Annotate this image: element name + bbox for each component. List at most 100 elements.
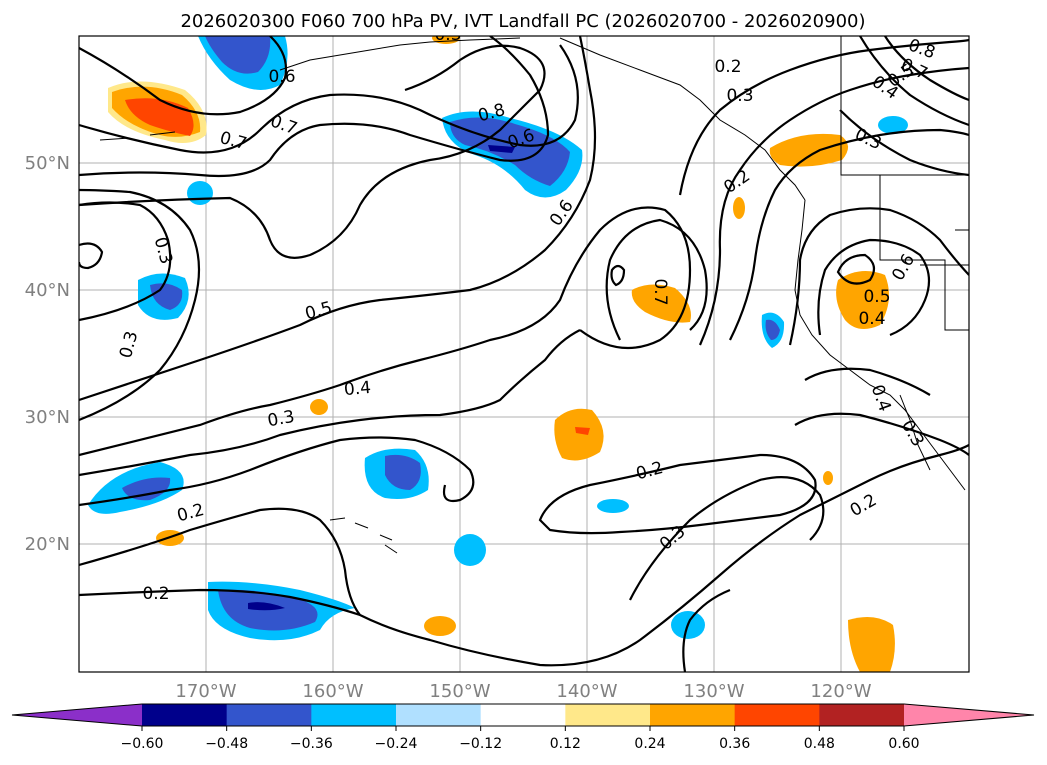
blob-neg [187, 181, 213, 205]
contour-label: 0.4 [858, 309, 885, 329]
contour-label: 0.3 [726, 86, 753, 106]
colorbar-tick-label: −0.24 [375, 736, 418, 752]
blob-neg [385, 454, 421, 490]
colorbar-swatch [565, 704, 651, 726]
blob-neg [488, 145, 515, 153]
coastline-baja [899, 394, 931, 471]
lon-label-130w: 130°W [683, 681, 744, 702]
contour [610, 264, 626, 287]
coastline-alaska-south [279, 37, 521, 71]
contour [788, 207, 969, 346]
contour-labels: 0.6 0.7 0.7 0.8 0.6 0.2 0.3 0.8 0.7 0.4 … [116, 25, 938, 604]
contour [729, 128, 969, 341]
contour [839, 109, 969, 177]
blob-neg [205, 36, 271, 74]
lon-label-170w: 170°W [175, 681, 236, 702]
contour [836, 253, 876, 285]
contour [79, 36, 550, 178]
contour [79, 436, 475, 507]
contour-label: 0.3 [266, 407, 296, 431]
colorbar-tick-label: 0.60 [888, 736, 919, 752]
contour [79, 44, 579, 154]
contour [538, 453, 817, 535]
colorbar-swatch [226, 704, 312, 726]
contour [884, 36, 969, 102]
coastline-hawaii [329, 517, 398, 554]
map-frame [78, 35, 970, 673]
blob-pos [823, 471, 833, 485]
colorbar-swatch [819, 704, 905, 726]
border-canada-us [840, 36, 969, 176]
blob-pos [631, 284, 691, 323]
lat-label-40n: 40°N [25, 280, 70, 301]
lon-label-160w: 160°W [302, 681, 363, 702]
colorbar-tick-label: −0.12 [459, 736, 502, 752]
blob-pos [424, 616, 456, 636]
lat-label-20n: 20°N [25, 534, 70, 555]
contour [79, 36, 597, 402]
blob-pos [836, 271, 889, 329]
colorbar-swatch [480, 704, 566, 726]
contour-label: 0.6 [268, 67, 295, 87]
contour [629, 476, 825, 601]
border-states [879, 175, 969, 331]
blob-pos [310, 399, 328, 415]
colorbar-swatch [142, 704, 228, 726]
coastline-west-coast [794, 199, 966, 491]
gridlines [79, 36, 969, 672]
colorbar-swatch [650, 704, 736, 726]
contour [605, 218, 708, 341]
contour [678, 38, 969, 196]
lon-label-150w: 150°W [429, 681, 490, 702]
figure-title: 2026020300 F060 700 hPa PV, IVT Landfall… [180, 11, 865, 32]
blob-neg [122, 477, 171, 501]
colorbar-tick-label: −0.36 [290, 736, 333, 752]
lon-label-140w: 140°W [556, 681, 617, 702]
colorbar-extend-max [904, 704, 1034, 726]
colorbar-swatch [734, 704, 820, 726]
contour-label: 0.2 [714, 57, 741, 77]
blob-pos [848, 616, 895, 672]
lon-label-120w: 120°W [810, 681, 871, 702]
contour [859, 36, 969, 127]
blob-neg [597, 499, 629, 513]
colorbar-tick-label: 0.24 [634, 736, 665, 752]
contours [79, 36, 969, 672]
latitude-labels: 50°N 40°N 30°N 20°N [25, 153, 70, 555]
blob-neg [765, 319, 780, 340]
contour [79, 36, 288, 116]
colorbar: −0.60 −0.48 −0.36 −0.24 −0.12 0.12 0.24 0.36 0.4… [11, 703, 1035, 752]
blob-neg [248, 602, 285, 611]
colorbar-tick-label: −0.60 [121, 736, 164, 752]
contour [79, 329, 581, 477]
blob-pos [575, 427, 590, 435]
contour [804, 367, 931, 396]
colorbar-swatch [396, 704, 482, 726]
contour [79, 444, 969, 667]
contour [79, 44, 546, 259]
contour-label: 0.4 [343, 378, 372, 400]
contour [682, 588, 731, 672]
filled-field [88, 36, 908, 672]
contour [817, 238, 931, 337]
contour [698, 66, 969, 346]
blob-neg [454, 534, 486, 566]
blob-pos [769, 133, 849, 167]
contour [79, 188, 201, 422]
colorbar-tick-label: 0.12 [550, 736, 581, 752]
contour-label: 0.2 [142, 584, 169, 604]
colorbar-extend-min [12, 704, 142, 726]
colorbar-tick-label: 0.48 [804, 736, 835, 752]
colorbar-tick-label: −0.48 [205, 736, 248, 752]
colorbar-swatch [311, 704, 397, 726]
blob-pos [554, 408, 604, 461]
blob-neg [878, 116, 908, 134]
contour-label: 0.3 [434, 25, 461, 45]
contour [794, 412, 969, 456]
contour [79, 201, 172, 322]
contour-label: 0.5 [863, 287, 890, 307]
contour [79, 588, 361, 617]
blob-pos [733, 197, 745, 219]
contour-label: 0.7 [650, 278, 670, 305]
